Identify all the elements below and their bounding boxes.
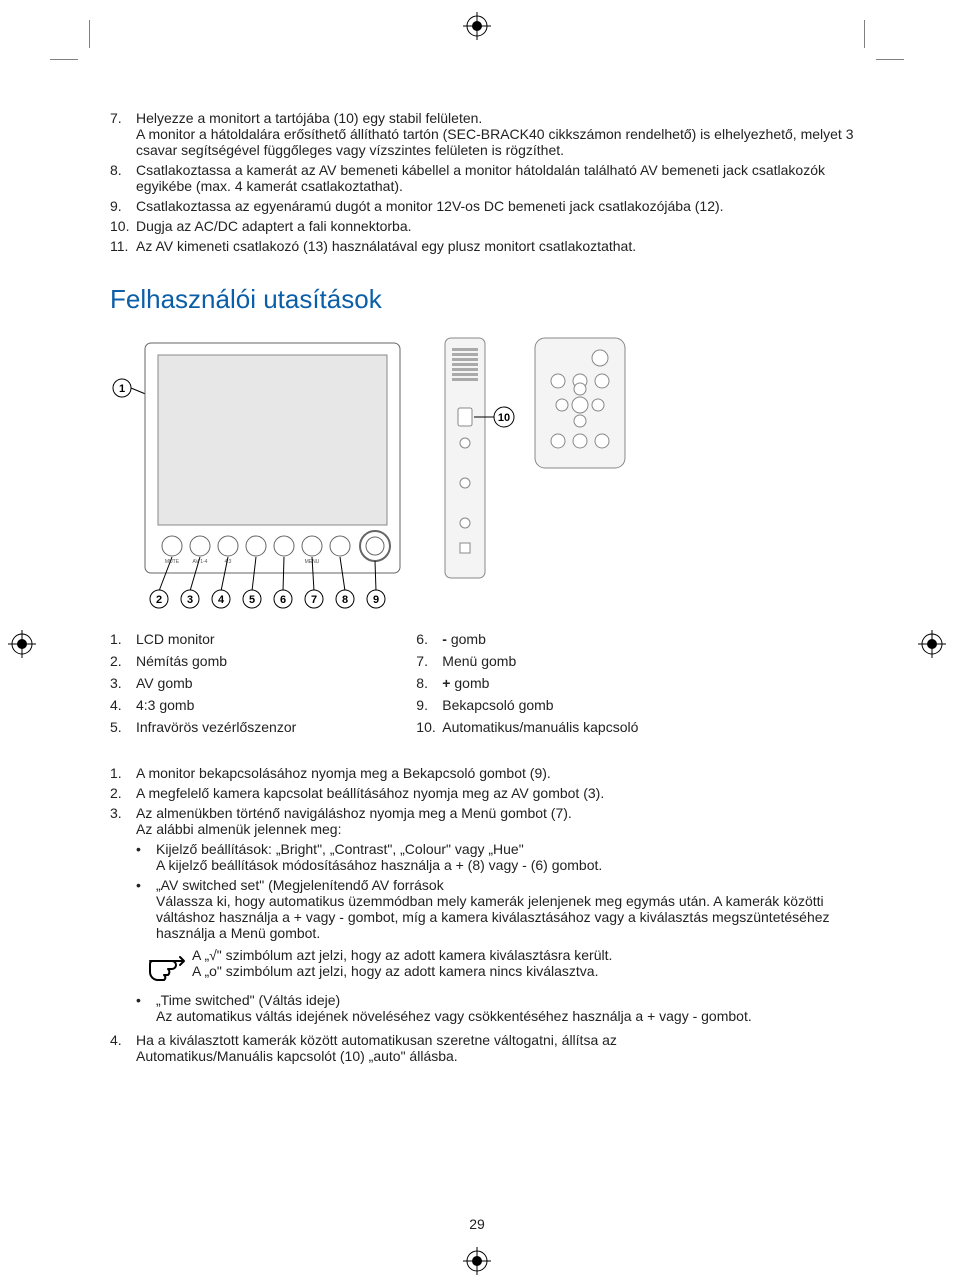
svg-text:9: 9 [373, 594, 379, 606]
reg-mark-left [8, 630, 36, 658]
legend-4: 4.4:3 gomb [110, 697, 296, 713]
crop-mark-tl [50, 20, 90, 60]
setup-steps-list: 7. Helyezze a monitort a tartójába (10) … [110, 110, 854, 254]
svg-text:4: 4 [218, 594, 225, 606]
reg-mark-top [463, 12, 491, 40]
instr-2: 2.A megfelelő kamera kapcsolat beállítás… [110, 785, 854, 801]
legend-10: 10.Automatikus/manuális kapcsoló [416, 719, 638, 735]
legend-right: 6.- gomb 7.Menü gomb 8.+ gomb 9.Bekapcso… [416, 631, 638, 741]
legend-1: 1.LCD monitor [110, 631, 296, 647]
instr-1: 1.A monitor bekapcsolásához nyomja meg a… [110, 765, 854, 781]
svg-text:MUTE: MUTE [165, 559, 180, 565]
svg-text:6: 6 [280, 594, 286, 606]
legend-6: 6.- gomb [416, 631, 638, 647]
legend-columns: 1.LCD monitor 2.Némítás gomb 3.AV gomb 4… [110, 631, 854, 741]
legend-2: 2.Némítás gomb [110, 653, 296, 669]
svg-text:7: 7 [311, 594, 317, 606]
figure-monitor-front: 1 MUTE AV 1-4 4:3 MENU [110, 333, 410, 613]
legend-5: 5.Infravörös vezérlőszenzor [110, 719, 296, 735]
submenu-bullets: • Kijelző beállítások: „Bright", „Contra… [136, 841, 854, 941]
page: 7. Helyezze a monitort a tartójába (10) … [0, 0, 954, 1287]
step-8: 8. Csatlakoztassa a kamerát az AV bemene… [110, 162, 854, 194]
section-heading: Felhasználói utasítások [110, 284, 854, 315]
page-number: 29 [0, 1216, 954, 1232]
bullet-display: • Kijelző beállítások: „Bright", „Contra… [136, 841, 854, 873]
legend-7: 7.Menü gomb [416, 653, 638, 669]
step-9: 9. Csatlakoztassa az egyenáramú dugót a … [110, 198, 854, 214]
bullet-av-switched: • „AV switched set" (Megjelenítendő AV f… [136, 877, 854, 941]
legend-left: 1.LCD monitor 2.Némítás gomb 3.AV gomb 4… [110, 631, 296, 741]
step-7: 7. Helyezze a monitort a tartójába (10) … [110, 110, 854, 158]
svg-text:1: 1 [119, 383, 125, 395]
instructions-list: 1.A monitor bekapcsolásához nyomja meg a… [110, 765, 854, 1064]
hand-note: A „√" szimbólum azt jelzi, hogy az adott… [136, 947, 854, 986]
instr-3: 3. Az almenükben történő navigáláshoz ny… [110, 805, 854, 1028]
svg-text:8: 8 [342, 594, 348, 606]
legend-8: 8.+ gomb [416, 675, 638, 691]
svg-text:10: 10 [498, 412, 510, 424]
svg-text:5: 5 [249, 594, 255, 606]
pointing-hand-icon [136, 947, 192, 986]
svg-text:4:3: 4:3 [225, 559, 232, 565]
svg-text:2: 2 [156, 594, 162, 606]
figure-side-remote: 10 [440, 333, 640, 583]
reg-mark-right [918, 630, 946, 658]
reg-mark-bottom [463, 1247, 491, 1275]
instr-4: 4. Ha a kiválasztott kamerák között auto… [110, 1032, 854, 1064]
crop-mark-tr [864, 20, 904, 60]
step-10: 10. Dugja az AC/DC adaptert a fali konne… [110, 218, 854, 234]
step-11: 11. Az AV kimeneti csatlakozó (13) haszn… [110, 238, 854, 254]
submenu-bullets-2: • „Time switched" (Váltás ideje) Az auto… [136, 992, 854, 1024]
legend-3: 3.AV gomb [110, 675, 296, 691]
svg-text:3: 3 [187, 594, 193, 606]
bullet-time-switched: • „Time switched" (Váltás ideje) Az auto… [136, 992, 854, 1024]
figures-row: 1 MUTE AV 1-4 4:3 MENU [110, 333, 854, 613]
legend-9: 9.Bekapcsoló gomb [416, 697, 638, 713]
svg-text:AV 1-4: AV 1-4 [193, 559, 208, 565]
